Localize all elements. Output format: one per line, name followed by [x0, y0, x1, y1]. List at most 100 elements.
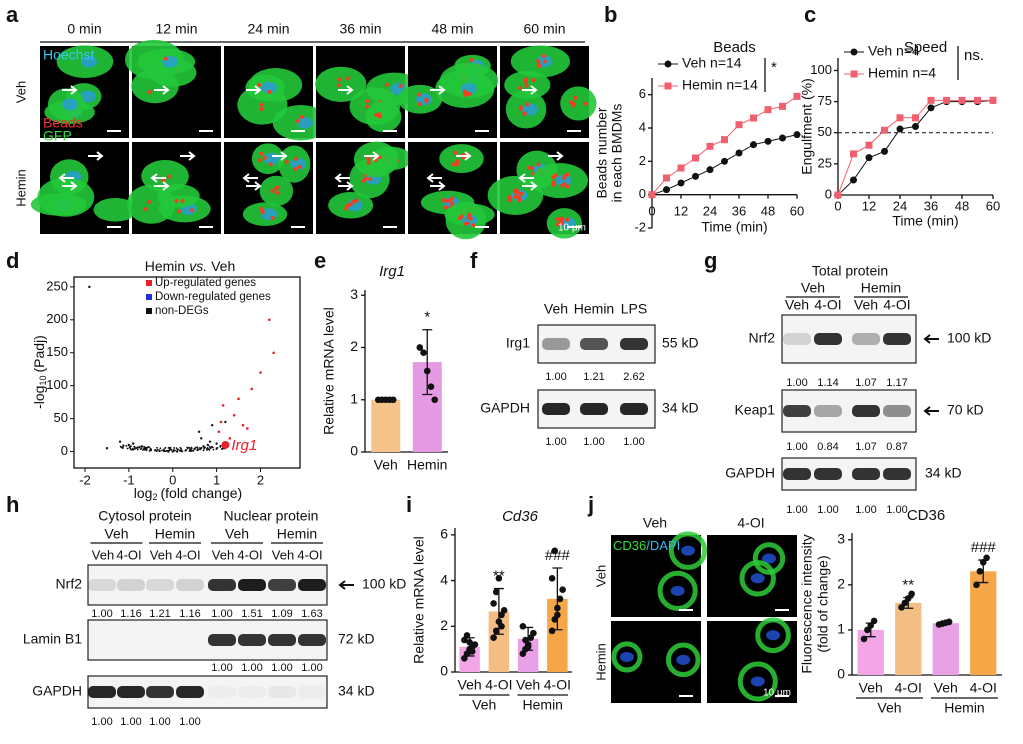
gene-cloud	[137, 446, 139, 449]
quant-label: 1.09	[271, 608, 292, 620]
quant-label: 0.87	[886, 441, 907, 453]
quant-label: 1.00	[91, 716, 112, 728]
group-label: Hemin	[944, 700, 984, 716]
nucleus	[761, 553, 776, 564]
bead	[565, 217, 570, 222]
bar	[547, 598, 568, 672]
dot	[466, 638, 473, 646]
dot	[973, 581, 980, 589]
bead	[568, 100, 573, 105]
gene-cloud	[156, 448, 159, 451]
quant-label: 0.84	[817, 441, 838, 453]
cell	[365, 101, 402, 133]
arrow	[430, 85, 446, 95]
blot-title: Total protein	[812, 263, 888, 279]
quant-label: 1.00	[623, 436, 644, 448]
panel-letter: a	[6, 2, 19, 27]
band	[620, 403, 648, 415]
data-point	[927, 96, 935, 104]
bar	[970, 571, 997, 675]
legend-marker	[146, 294, 152, 300]
quant-label: 1.00	[545, 371, 566, 383]
dot	[945, 618, 953, 626]
band	[298, 686, 326, 698]
size-label: 70 kD	[947, 402, 984, 418]
bead	[257, 82, 262, 87]
bead	[523, 77, 528, 82]
nucleus	[296, 116, 313, 129]
bead	[166, 174, 171, 179]
lane-label: 4-OI	[814, 297, 841, 313]
bead	[366, 157, 371, 162]
blot-label: Irg1	[506, 335, 530, 351]
dot	[548, 627, 556, 635]
bead	[351, 199, 356, 204]
bead	[555, 222, 560, 227]
dot	[860, 635, 868, 643]
nucleus	[619, 651, 634, 662]
data-point	[750, 141, 757, 149]
gene-point	[211, 423, 214, 427]
stain-label: Hoechst	[43, 47, 94, 63]
dot	[471, 641, 479, 648]
data-point	[663, 174, 670, 182]
gene-cloud	[133, 448, 136, 450]
bead	[260, 210, 265, 215]
data-point	[706, 166, 714, 174]
bead	[551, 175, 556, 180]
dot	[556, 595, 564, 603]
band	[580, 403, 608, 415]
quant-label: 1.00	[211, 608, 232, 620]
data-point	[663, 186, 670, 194]
chart-title: Beads	[713, 39, 756, 56]
fraction-label: Nuclear protein	[224, 508, 319, 524]
x-tick-label: 48	[761, 203, 775, 218]
bead	[565, 184, 570, 189]
panel-letter: j	[587, 492, 594, 517]
gene-cloud	[200, 447, 203, 450]
dot	[867, 622, 875, 629]
x-tick-label: -2	[79, 472, 91, 487]
band	[268, 686, 296, 698]
x-axis-label: Time (min)	[701, 219, 767, 235]
y-axis-label: in each BMDMs	[609, 104, 625, 203]
gene-cloud	[173, 447, 176, 449]
dot	[495, 574, 503, 582]
x-tick-label: -1	[123, 472, 135, 487]
significance: *	[771, 59, 777, 76]
arrow	[62, 181, 78, 191]
gene-cloud	[125, 444, 128, 447]
gene-cloud	[211, 446, 214, 449]
data-point	[974, 96, 981, 104]
band	[814, 468, 842, 480]
bead	[176, 209, 181, 214]
data-point	[912, 114, 919, 122]
significance: **	[902, 576, 914, 593]
dot	[431, 396, 439, 404]
gene-point	[272, 351, 275, 355]
cells	[125, 39, 197, 104]
gene-point	[171, 450, 174, 453]
time-label: 0 min	[67, 21, 101, 37]
bead	[541, 54, 546, 59]
gene-point	[267, 318, 271, 322]
dot	[389, 396, 397, 404]
lane-label: 4-OI	[297, 547, 322, 562]
y-tick-label: 75	[818, 93, 832, 108]
row-label: Hemin	[593, 643, 608, 681]
bead	[270, 189, 275, 194]
title-part: Veh	[211, 258, 235, 274]
bead	[536, 162, 541, 167]
gene-point	[250, 387, 254, 391]
bead	[293, 166, 298, 171]
dot	[524, 643, 532, 651]
band	[117, 686, 145, 698]
band	[883, 468, 911, 480]
size-label: 100 kD	[947, 330, 991, 346]
x-tick-label: 0	[648, 203, 655, 218]
bead	[450, 196, 455, 201]
arrow	[338, 85, 354, 95]
gene-cloud	[122, 444, 125, 447]
significance: ###	[971, 539, 997, 556]
band	[298, 634, 326, 646]
